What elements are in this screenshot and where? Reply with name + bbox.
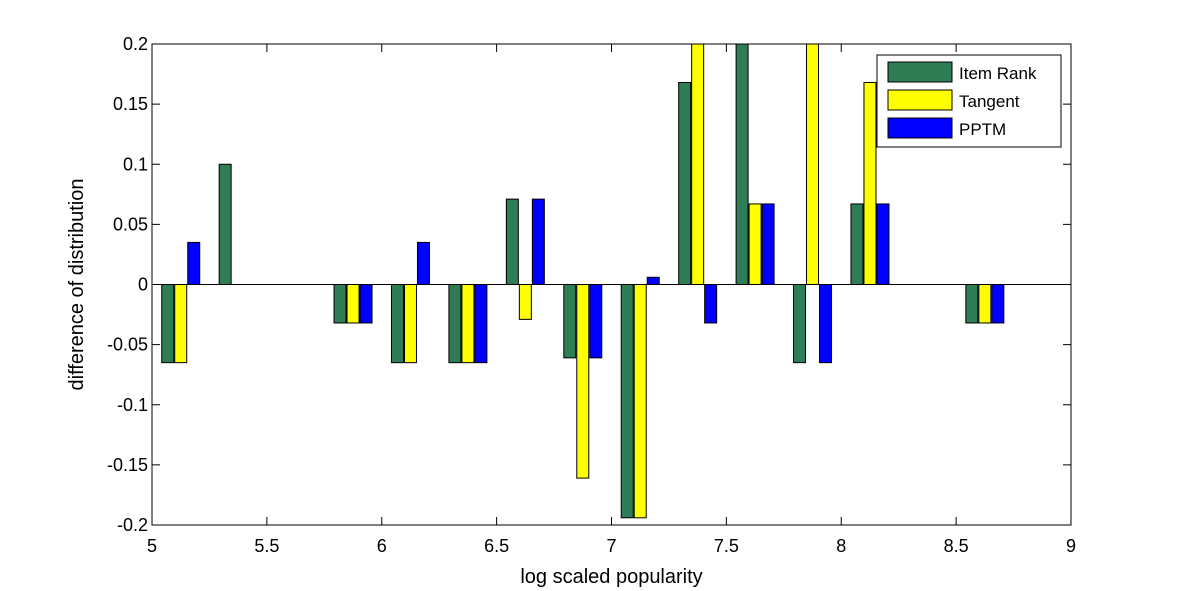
y-tick-label: -0.1 [117,395,148,415]
y-tick-label: 0.15 [113,94,148,114]
bar-pptm [704,284,718,324]
bar-item-rank [850,203,864,285]
bar-tangent [863,81,877,286]
bar-item-rank [218,163,232,285]
bar-item-rank [505,198,519,285]
x-tick-label: 8.5 [944,536,969,556]
legend-swatch [887,117,953,139]
y-tick-label: 0.2 [123,34,148,54]
bar-pptm [991,284,1005,324]
bar-item-rank [678,81,692,286]
legend-label: Item Rank [959,64,1037,83]
bar-item-rank [620,284,634,519]
x-tick-label: 7 [606,536,616,556]
bar-pptm [416,241,430,286]
legend-label: PPTM [959,120,1006,139]
bar-pptm [876,203,890,285]
bar-item-rank [965,284,979,324]
bar-pptm [646,276,660,286]
legend-swatch [887,89,953,111]
legend-swatch [887,61,953,83]
bar-pptm [531,198,545,285]
bar-tangent [174,284,188,364]
y-tick-label: -0.2 [117,515,148,535]
bar-pptm [761,203,775,285]
x-tick-label: 5.5 [254,536,279,556]
bar-tangent [978,284,992,324]
legend-label: Tangent [959,92,1020,111]
x-axis-ticks: 5 5.5 6 6.5 7 7.5 8 8.5 9 [147,44,1076,556]
y-tick-label: -0.15 [107,455,148,475]
y-tick-label: 0 [138,275,148,295]
bar-pptm [589,284,603,359]
x-tick-label: 9 [1066,536,1076,556]
bar-tangent [576,284,590,479]
bar-item-rank [390,284,404,364]
y-axis-title: difference of distribution [66,179,88,391]
bar-tangent [461,284,475,364]
x-tick-label: 7.5 [714,536,739,556]
y-tick-label: 0.1 [123,154,148,174]
bar-item-rank [161,284,175,364]
bar-item-rank [793,284,807,364]
bar-item-rank [563,284,577,359]
bar-tangent [748,203,762,285]
x-axis-title: log scaled popularity [520,566,702,588]
bar-pptm [819,284,833,364]
y-axis-ticks: -0.2 -0.15 -0.1 -0.05 0 0.05 0.1 0.15 0.2 [107,34,1071,535]
x-tick-label: 6.5 [484,536,509,556]
bar-tangent [633,284,647,519]
bar-item-rank [448,284,462,364]
x-tick-label: 5 [147,536,157,556]
bar-pptm [359,284,373,324]
bar-tangent [691,43,705,285]
bar-tangent [518,284,532,320]
bar-tangent [346,284,360,324]
x-tick-label: 6 [377,536,387,556]
bar-pptm [187,241,201,286]
bar-tangent [806,43,820,285]
bar-pptm [474,284,488,364]
bar-item-rank [735,43,749,285]
x-tick-label: 8 [836,536,846,556]
y-tick-label: -0.05 [107,335,148,355]
bar-item-rank [333,284,347,324]
bar-tangent [403,284,417,364]
legend: Item Rank Tangent PPTM [876,54,1062,148]
bars-group [161,43,1005,519]
y-tick-label: 0.05 [113,214,148,234]
